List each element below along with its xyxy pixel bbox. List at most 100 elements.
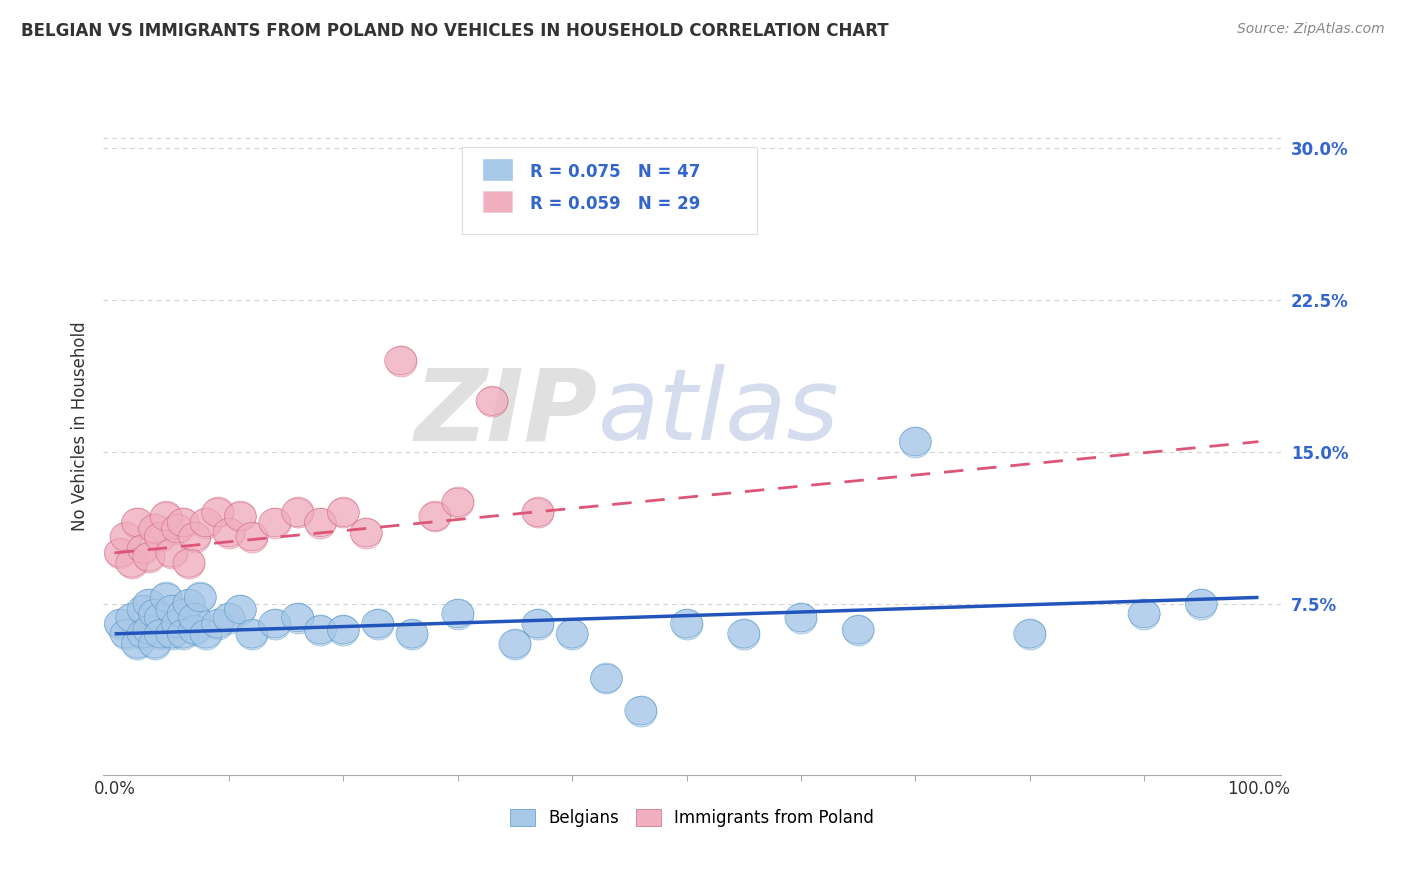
Point: [240, 530, 263, 544]
Point: [177, 597, 200, 611]
Ellipse shape: [139, 515, 170, 543]
Point: [121, 556, 143, 570]
Point: [309, 623, 332, 637]
Point: [423, 509, 446, 524]
Ellipse shape: [173, 590, 205, 617]
Point: [527, 616, 550, 631]
Ellipse shape: [121, 630, 153, 658]
Text: ZIP: ZIP: [415, 364, 598, 461]
Point: [127, 637, 149, 651]
Ellipse shape: [127, 595, 159, 624]
Ellipse shape: [441, 488, 474, 516]
FancyBboxPatch shape: [482, 159, 512, 180]
Point: [229, 509, 252, 524]
Ellipse shape: [162, 609, 194, 638]
Ellipse shape: [728, 620, 759, 648]
Ellipse shape: [522, 499, 554, 526]
Ellipse shape: [1185, 590, 1218, 617]
Point: [447, 495, 470, 509]
Ellipse shape: [179, 523, 211, 551]
Ellipse shape: [305, 615, 336, 644]
Point: [149, 530, 172, 544]
Point: [332, 505, 354, 519]
Ellipse shape: [499, 630, 531, 658]
Point: [287, 610, 309, 624]
Ellipse shape: [167, 620, 200, 648]
Point: [1133, 607, 1156, 621]
Point: [846, 623, 869, 637]
Ellipse shape: [110, 620, 142, 648]
Point: [527, 505, 550, 519]
Point: [218, 610, 240, 624]
Ellipse shape: [150, 502, 181, 531]
Point: [172, 516, 194, 530]
Ellipse shape: [190, 620, 222, 648]
Point: [183, 623, 205, 637]
FancyBboxPatch shape: [482, 191, 512, 212]
Point: [240, 627, 263, 641]
Ellipse shape: [104, 609, 136, 638]
Ellipse shape: [134, 543, 165, 571]
Ellipse shape: [104, 539, 136, 567]
Ellipse shape: [236, 523, 269, 551]
Ellipse shape: [179, 604, 211, 632]
Ellipse shape: [384, 346, 416, 375]
Legend: Belgians, Immigrants from Poland: Belgians, Immigrants from Poland: [503, 802, 882, 833]
Point: [115, 627, 138, 641]
Ellipse shape: [139, 599, 170, 628]
Ellipse shape: [624, 697, 657, 725]
Ellipse shape: [127, 620, 159, 648]
Ellipse shape: [900, 427, 931, 456]
Point: [503, 637, 526, 651]
Point: [218, 525, 240, 540]
Ellipse shape: [419, 502, 451, 531]
Point: [447, 607, 470, 621]
Ellipse shape: [557, 620, 588, 648]
Ellipse shape: [1128, 599, 1160, 628]
Ellipse shape: [145, 604, 176, 632]
Ellipse shape: [156, 595, 188, 624]
Ellipse shape: [441, 599, 474, 628]
Point: [481, 394, 503, 409]
Ellipse shape: [190, 508, 222, 537]
Point: [263, 616, 285, 631]
Point: [790, 610, 813, 624]
Point: [1018, 627, 1040, 641]
Ellipse shape: [201, 499, 233, 526]
Point: [143, 637, 166, 651]
Ellipse shape: [281, 499, 314, 526]
Point: [183, 610, 205, 624]
Point: [332, 623, 354, 637]
Point: [229, 602, 252, 616]
Point: [127, 516, 149, 530]
Point: [149, 627, 172, 641]
Point: [143, 607, 166, 621]
Point: [354, 525, 377, 540]
Y-axis label: No Vehicles in Household: No Vehicles in Household: [72, 322, 89, 532]
Point: [630, 704, 652, 718]
Point: [195, 627, 218, 641]
Point: [309, 516, 332, 530]
Ellipse shape: [173, 549, 205, 577]
Ellipse shape: [115, 604, 148, 632]
Ellipse shape: [396, 620, 427, 648]
Point: [183, 530, 205, 544]
Point: [155, 509, 177, 524]
Point: [207, 505, 229, 519]
Point: [263, 516, 285, 530]
Point: [115, 530, 138, 544]
Point: [138, 549, 160, 564]
Ellipse shape: [259, 609, 291, 638]
Text: R = 0.059   N = 29: R = 0.059 N = 29: [530, 194, 700, 213]
Point: [401, 627, 423, 641]
Ellipse shape: [162, 515, 194, 543]
Point: [195, 516, 218, 530]
Ellipse shape: [134, 615, 165, 644]
Point: [160, 546, 183, 560]
Point: [138, 623, 160, 637]
Ellipse shape: [522, 609, 554, 638]
Text: BELGIAN VS IMMIGRANTS FROM POLAND NO VEHICLES IN HOUSEHOLD CORRELATION CHART: BELGIAN VS IMMIGRANTS FROM POLAND NO VEH…: [21, 22, 889, 40]
Point: [595, 671, 617, 685]
Point: [143, 522, 166, 536]
Ellipse shape: [156, 620, 188, 648]
